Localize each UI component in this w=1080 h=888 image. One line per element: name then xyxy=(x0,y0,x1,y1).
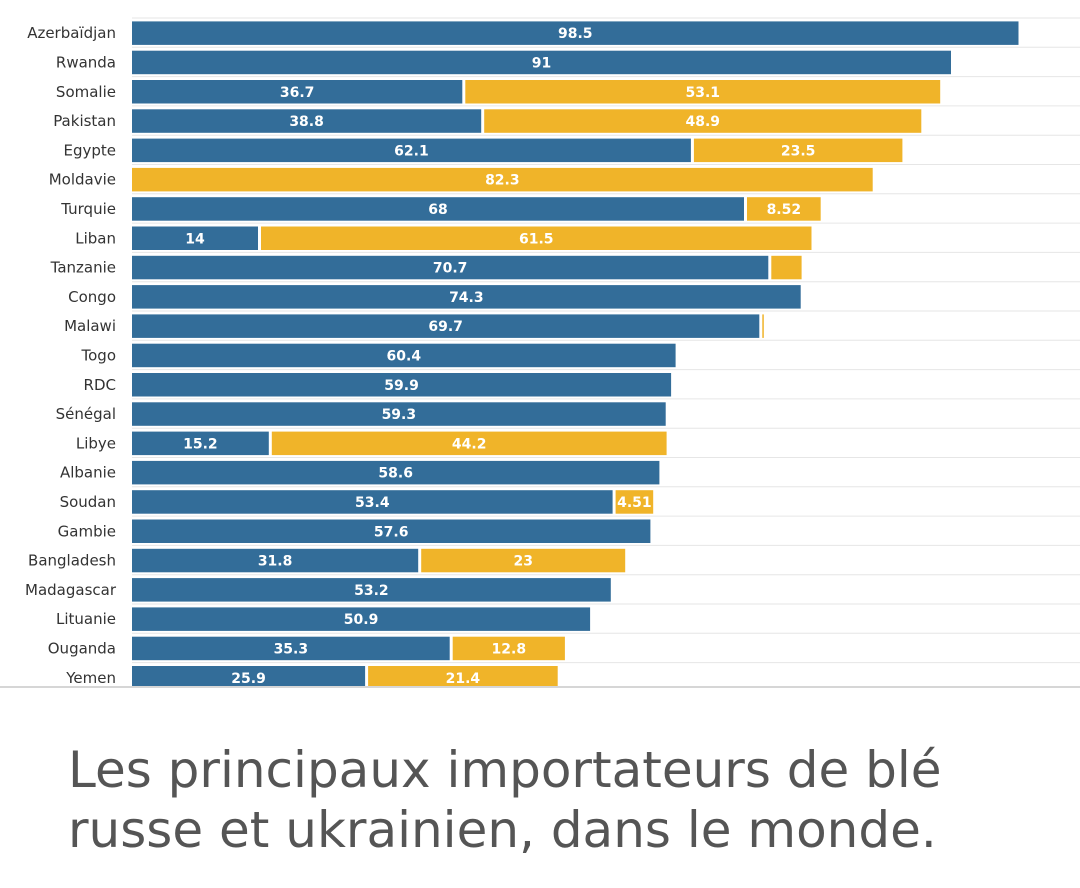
category-label: Bangladesh xyxy=(28,552,116,570)
bar-russie xyxy=(132,402,666,426)
data-label-ukraine: 61.5 xyxy=(519,231,554,247)
bar-russie xyxy=(132,80,463,104)
bar-russie xyxy=(132,460,660,485)
data-label-ukraine: 23 xyxy=(513,554,532,570)
bar-ukraine xyxy=(452,636,565,661)
category-label: Lituanie xyxy=(56,610,116,628)
data-label-russie: 69.7 xyxy=(428,319,463,335)
data-label-russie: 15.2 xyxy=(183,436,218,452)
data-label-ukraine: 82.3 xyxy=(485,173,520,189)
bar-ukraine xyxy=(747,197,821,221)
bar-ukraine xyxy=(615,490,654,514)
bar-ukraine xyxy=(368,666,558,686)
category-label: Rwanda xyxy=(56,53,116,71)
data-label-ukraine: 12.8 xyxy=(492,641,527,657)
bar-ukraine xyxy=(465,80,941,104)
bar-russie xyxy=(132,607,591,631)
bar-russie xyxy=(132,519,651,543)
data-label-russie: 59.9 xyxy=(384,378,419,394)
category-label: Pakistan xyxy=(53,112,116,130)
data-label-russie: 58.6 xyxy=(378,466,413,482)
bar-russie xyxy=(132,197,744,221)
bar-ukraine xyxy=(421,548,626,573)
bar-chart: Azerbaïdjan 98.5 Rwanda 91 Somalie 36.7 53.1 Pa… xyxy=(25,17,1080,686)
bar-russie xyxy=(132,285,801,309)
category-label: Libye xyxy=(76,434,116,452)
category-label: Tanzanie xyxy=(50,259,116,277)
category-label: RDC xyxy=(84,376,116,394)
category-label: Liban xyxy=(75,229,116,247)
bar-ukraine xyxy=(261,226,812,250)
data-label-ukraine: 44.2 xyxy=(452,436,487,452)
data-label-ukraine: 23.5 xyxy=(781,143,816,159)
bar-russie xyxy=(132,314,760,338)
data-label-russie: 62.1 xyxy=(394,143,429,159)
data-label-russie: 53.4 xyxy=(355,495,390,511)
data-label-russie: 25.9 xyxy=(231,671,266,686)
data-label-russie: 91 xyxy=(532,55,551,71)
category-label: Turquie xyxy=(60,200,116,218)
bar-ukraine xyxy=(271,431,667,456)
data-label-russie: 59.3 xyxy=(382,407,417,423)
bar-russie xyxy=(132,138,691,163)
bar-russie xyxy=(132,109,482,133)
category-label: Ouganda xyxy=(48,639,116,657)
bar-russie xyxy=(132,373,672,397)
data-label-ukraine: 21.4 xyxy=(446,671,481,686)
data-label-ukraine: 48.9 xyxy=(685,114,720,130)
data-label-russie: 50.9 xyxy=(344,612,379,628)
bar-russie xyxy=(132,431,269,456)
category-label: Malawi xyxy=(64,317,116,335)
data-label-russie: 35.3 xyxy=(274,641,309,657)
data-label-russie: 53.2 xyxy=(354,583,389,599)
bar-russie xyxy=(132,578,611,602)
category-label: Egypte xyxy=(63,141,116,159)
bar-ukraine xyxy=(693,138,903,163)
category-label: Congo xyxy=(68,288,116,306)
data-label-russie: 14 xyxy=(185,231,205,247)
data-label-ukraine: 53.1 xyxy=(685,85,720,101)
bar-ukraine xyxy=(484,109,922,133)
category-label: Madagascar xyxy=(25,581,117,599)
category-label: Moldavie xyxy=(49,171,116,189)
bar-russie xyxy=(132,636,450,661)
bar-russie xyxy=(132,226,258,250)
category-label: Soudan xyxy=(60,493,116,511)
bar-russie xyxy=(132,50,951,75)
data-label-russie: 74.3 xyxy=(449,290,484,306)
bar-russie xyxy=(132,255,769,280)
data-label-russie: 98.5 xyxy=(558,26,593,42)
category-label: Yemen xyxy=(65,669,116,686)
category-label: Sénégal xyxy=(56,405,116,423)
data-label-ukraine: 4.51 xyxy=(617,495,652,511)
bar-russie xyxy=(132,343,676,368)
category-label: Somalie xyxy=(56,83,116,101)
bar-ukraine xyxy=(132,167,873,192)
bar-russie xyxy=(132,666,366,686)
chart-caption: Les principaux importateurs de blé russe… xyxy=(68,741,942,859)
category-label: Albanie xyxy=(60,464,116,482)
data-label-ukraine: 8.52 xyxy=(767,202,802,218)
bar-ukraine xyxy=(762,314,764,338)
category-label: Togo xyxy=(81,346,117,364)
data-label-russie: 38.8 xyxy=(289,114,324,130)
bar-ukraine xyxy=(771,255,802,280)
bar-russie xyxy=(132,490,613,514)
data-label-russie: 36.7 xyxy=(280,85,315,101)
data-label-russie: 57.6 xyxy=(374,524,409,540)
bar-russie xyxy=(132,548,419,573)
data-label-russie: 68 xyxy=(428,202,447,218)
category-label: Azerbaïdjan xyxy=(27,24,116,42)
bar-russie xyxy=(132,21,1019,45)
category-label: Gambie xyxy=(58,522,116,540)
data-label-russie: 60.4 xyxy=(387,348,422,364)
chart-frame: Azerbaïdjan 98.5 Rwanda 91 Somalie 36.7 53.1 Pa… xyxy=(0,17,1080,688)
data-label-russie: 70.7 xyxy=(433,261,468,277)
data-label-russie: 31.8 xyxy=(258,554,293,570)
